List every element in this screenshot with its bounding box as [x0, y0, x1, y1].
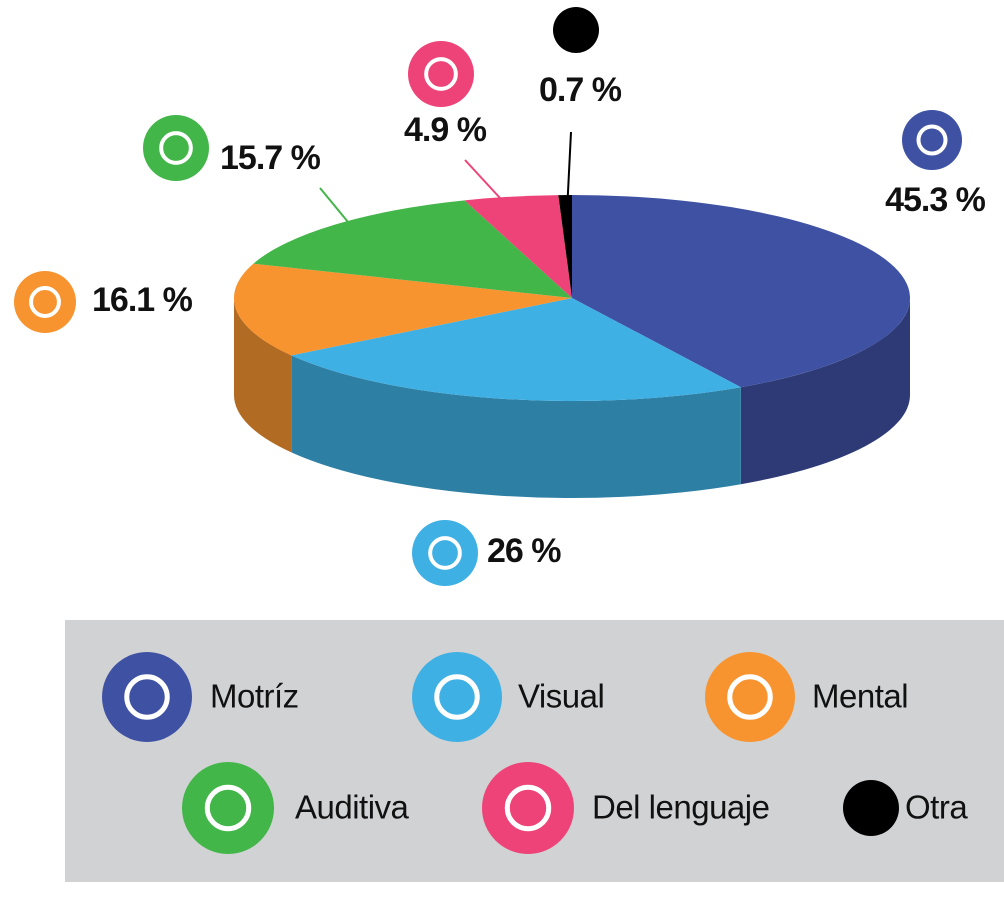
value-label: 15.7 % [220, 139, 321, 177]
leader-line [319, 187, 349, 223]
legend-label: Visual [518, 678, 604, 715]
legend-label: Del lenguaje [592, 789, 769, 826]
icon-detail [29, 286, 61, 318]
slice [572, 195, 910, 388]
legend-icon-detail [124, 674, 170, 720]
legend-icon [843, 780, 899, 836]
legend-label: Motríz [210, 678, 299, 715]
legend-label: Mental [812, 678, 908, 715]
slice-side [234, 298, 292, 453]
leader-line [464, 159, 501, 199]
value-label: 45.3 % [885, 181, 986, 219]
legend-icon [412, 652, 502, 742]
legend-icon [102, 652, 192, 742]
icon [143, 115, 209, 181]
slice [464, 195, 572, 298]
icon-detail [159, 131, 193, 165]
legend-icon-detail [434, 674, 480, 720]
legend-icon [182, 762, 274, 854]
icon [553, 7, 599, 53]
slice [291, 298, 741, 401]
icon-detail [916, 124, 948, 156]
legend-icon [482, 762, 574, 854]
slice-side [291, 355, 741, 498]
value-label: 26 % [487, 532, 561, 570]
value-label: 4.9 % [404, 111, 487, 149]
slice [253, 200, 572, 298]
slice-side [740, 298, 910, 485]
icon [14, 271, 76, 333]
icon [408, 41, 474, 107]
legend-icon-detail [727, 674, 773, 720]
legend-icon [705, 652, 795, 742]
legend-label: Otra [905, 789, 968, 826]
legend-icon-detail [204, 784, 252, 832]
value-label: 16.1 % [92, 281, 193, 319]
value-label: 0.7 % [539, 71, 622, 109]
slice [234, 263, 572, 356]
legend-icon-detail [504, 784, 552, 832]
slice [558, 195, 572, 298]
icon-detail [428, 536, 462, 570]
icon-detail [424, 57, 458, 91]
icon [412, 520, 478, 586]
icon [902, 110, 962, 170]
leader-line [566, 131, 572, 213]
legend-label: Auditiva [295, 789, 410, 826]
